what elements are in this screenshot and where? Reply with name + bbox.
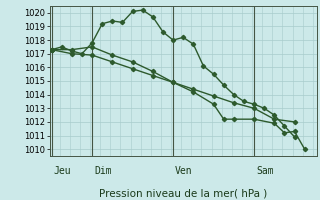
Text: Pression niveau de la mer( hPa ): Pression niveau de la mer( hPa )	[99, 189, 267, 199]
Text: Dim: Dim	[94, 166, 112, 177]
Text: Sam: Sam	[256, 166, 274, 177]
Text: Jeu: Jeu	[54, 166, 71, 177]
Text: Ven: Ven	[175, 166, 193, 177]
